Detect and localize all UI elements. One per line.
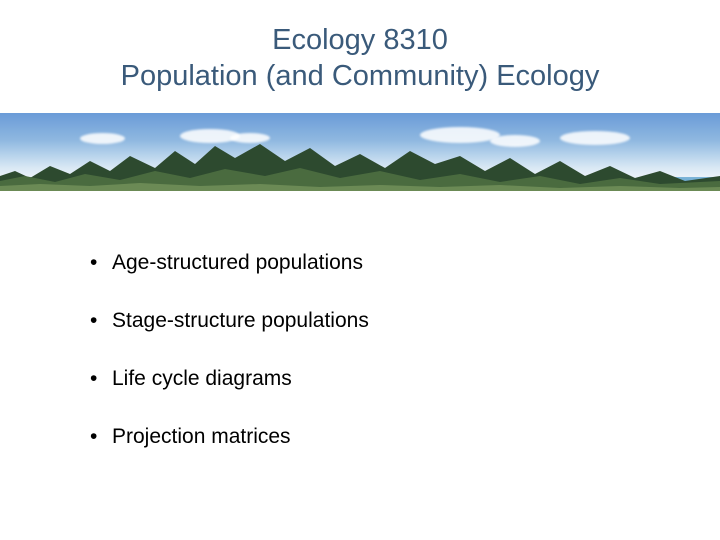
content-area: Age-structured populations Stage-structu… xyxy=(0,191,720,449)
slide-title-block: Ecology 8310 Population (and Community) … xyxy=(0,0,720,113)
panorama-banner xyxy=(0,113,720,191)
list-item: Age-structured populations xyxy=(90,251,630,275)
mountain-range xyxy=(0,136,720,191)
list-item: Projection matrices xyxy=(90,425,630,449)
bullet-list: Age-structured populations Stage-structu… xyxy=(90,251,630,449)
title-line-1: Ecology 8310 xyxy=(0,22,720,58)
title-line-2: Population (and Community) Ecology xyxy=(0,58,720,94)
list-item: Stage-structure populations xyxy=(90,309,630,333)
list-item: Life cycle diagrams xyxy=(90,367,630,391)
